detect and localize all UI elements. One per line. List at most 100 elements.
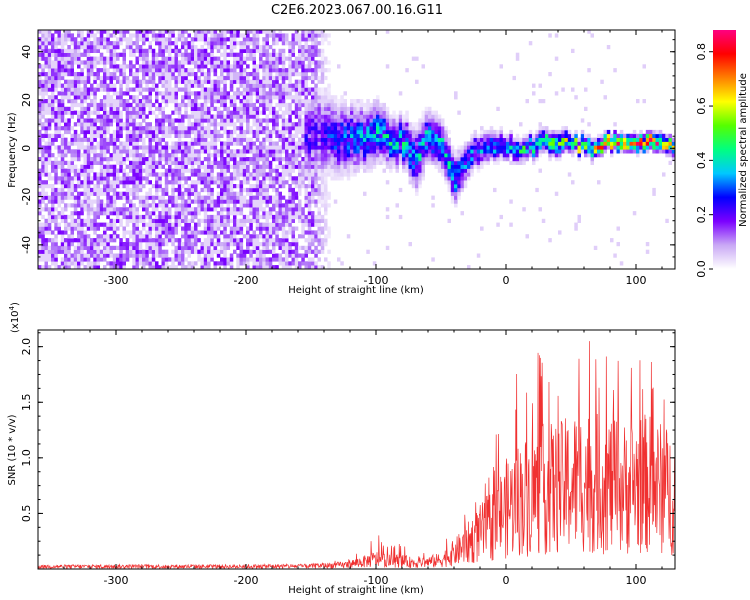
heatmap-cell <box>125 242 130 247</box>
heatmap-cell <box>223 122 227 127</box>
heatmap-cell <box>83 48 87 53</box>
heatmap-cell <box>298 87 302 92</box>
heatmap-cell <box>181 30 185 34</box>
heatmap-cell <box>246 160 250 165</box>
heatmap-cell <box>106 191 110 196</box>
heatmap-cell <box>268 153 273 158</box>
heatmap-cell <box>207 95 211 100</box>
heatmap-cell <box>177 184 182 189</box>
heatmap-cell <box>356 110 360 115</box>
heatmap-cell <box>86 64 91 69</box>
heatmap-cell <box>151 126 156 131</box>
heatmap-cell <box>200 172 204 177</box>
heatmap-cell <box>132 265 136 269</box>
heatmap-cell <box>220 133 224 138</box>
heatmap-cell <box>265 261 269 266</box>
heatmap-cell <box>161 218 165 223</box>
heatmap-cell <box>272 245 276 250</box>
heatmap-cell <box>116 45 120 50</box>
heatmap-cell <box>70 222 74 227</box>
heatmap-cell <box>298 184 302 189</box>
heatmap-cell <box>242 199 247 204</box>
heatmap-cell <box>41 68 45 73</box>
heatmap-cell <box>252 234 256 239</box>
heatmap-cell <box>220 30 224 34</box>
heatmap-cell <box>210 91 214 96</box>
heatmap-cell <box>236 253 240 258</box>
heatmap-cell <box>203 253 208 258</box>
heatmap-cell <box>47 157 52 162</box>
heatmap-cell <box>177 257 182 262</box>
heatmap-cell <box>304 95 308 100</box>
heatmap-cell <box>145 238 149 243</box>
heatmap-cell <box>210 187 214 193</box>
heatmap-cell <box>327 141 331 146</box>
heatmap-cell <box>278 257 282 262</box>
heatmap-cell <box>294 203 299 208</box>
heatmap-cell <box>294 214 299 220</box>
heatmap-cell <box>281 211 286 216</box>
heatmap-cell <box>148 95 152 100</box>
heatmap-cell <box>210 191 214 196</box>
heatmap-cell <box>125 218 130 223</box>
heatmap-cell <box>168 226 172 231</box>
heatmap-cell <box>405 145 409 150</box>
heatmap-cell <box>262 87 266 92</box>
heatmap-cell <box>181 191 185 196</box>
heatmap-cell <box>236 199 240 204</box>
heatmap-cell <box>73 91 78 96</box>
heatmap-cell <box>343 160 347 165</box>
heatmap-cell <box>96 214 100 220</box>
heatmap-cell <box>67 191 71 196</box>
heatmap-cell <box>197 218 201 223</box>
heatmap-cell <box>67 30 71 34</box>
heatmap-cell <box>158 60 162 65</box>
heatmap-cell <box>96 153 100 158</box>
heatmap-cell <box>259 157 263 162</box>
heatmap-cell <box>255 180 260 185</box>
heatmap-cell <box>213 91 218 96</box>
heatmap-cell <box>288 56 292 61</box>
heatmap-cell <box>324 95 328 100</box>
heatmap-cell <box>164 126 169 131</box>
heatmap-cell <box>116 118 120 123</box>
heatmap-cell <box>155 141 159 146</box>
heatmap-cell <box>216 242 221 247</box>
heatmap-cell <box>246 199 250 204</box>
heatmap-cell <box>259 214 263 220</box>
heatmap-cell <box>51 230 55 235</box>
heatmap-cell <box>327 122 331 127</box>
heatmap-cell <box>80 211 84 216</box>
heatmap-cell <box>255 234 260 239</box>
heatmap-cell <box>119 91 123 96</box>
heatmap-cell <box>359 145 364 150</box>
heatmap-cell <box>311 164 315 169</box>
heatmap-cell <box>343 157 347 162</box>
heatmap-cell <box>369 164 373 169</box>
heatmap-cell <box>96 226 100 231</box>
heatmap-cell <box>249 48 253 53</box>
heatmap-cell <box>44 149 48 154</box>
heatmap-cell <box>252 75 256 81</box>
heatmap-cell <box>99 126 104 131</box>
heatmap-cell <box>96 106 100 111</box>
heatmap-cell <box>229 79 234 84</box>
heatmap-cell <box>376 99 380 104</box>
heatmap-cell <box>145 180 149 185</box>
heatmap-cell <box>129 199 133 204</box>
heatmap-cell <box>106 102 110 108</box>
heatmap-cell <box>252 114 256 119</box>
heatmap-cell <box>242 87 247 92</box>
heatmap-cell <box>151 129 156 135</box>
heatmap-cell <box>246 48 250 53</box>
heatmap-cell <box>220 187 224 193</box>
heatmap-cell <box>265 191 269 196</box>
heatmap-cell <box>246 79 250 84</box>
heatmap-cell <box>281 60 286 65</box>
heatmap-cell <box>304 72 308 77</box>
heatmap-cell <box>307 168 312 173</box>
heatmap-cell <box>151 87 156 92</box>
heatmap-cell <box>298 52 302 57</box>
heatmap-cell <box>181 149 185 154</box>
heatmap-cell <box>418 168 422 173</box>
